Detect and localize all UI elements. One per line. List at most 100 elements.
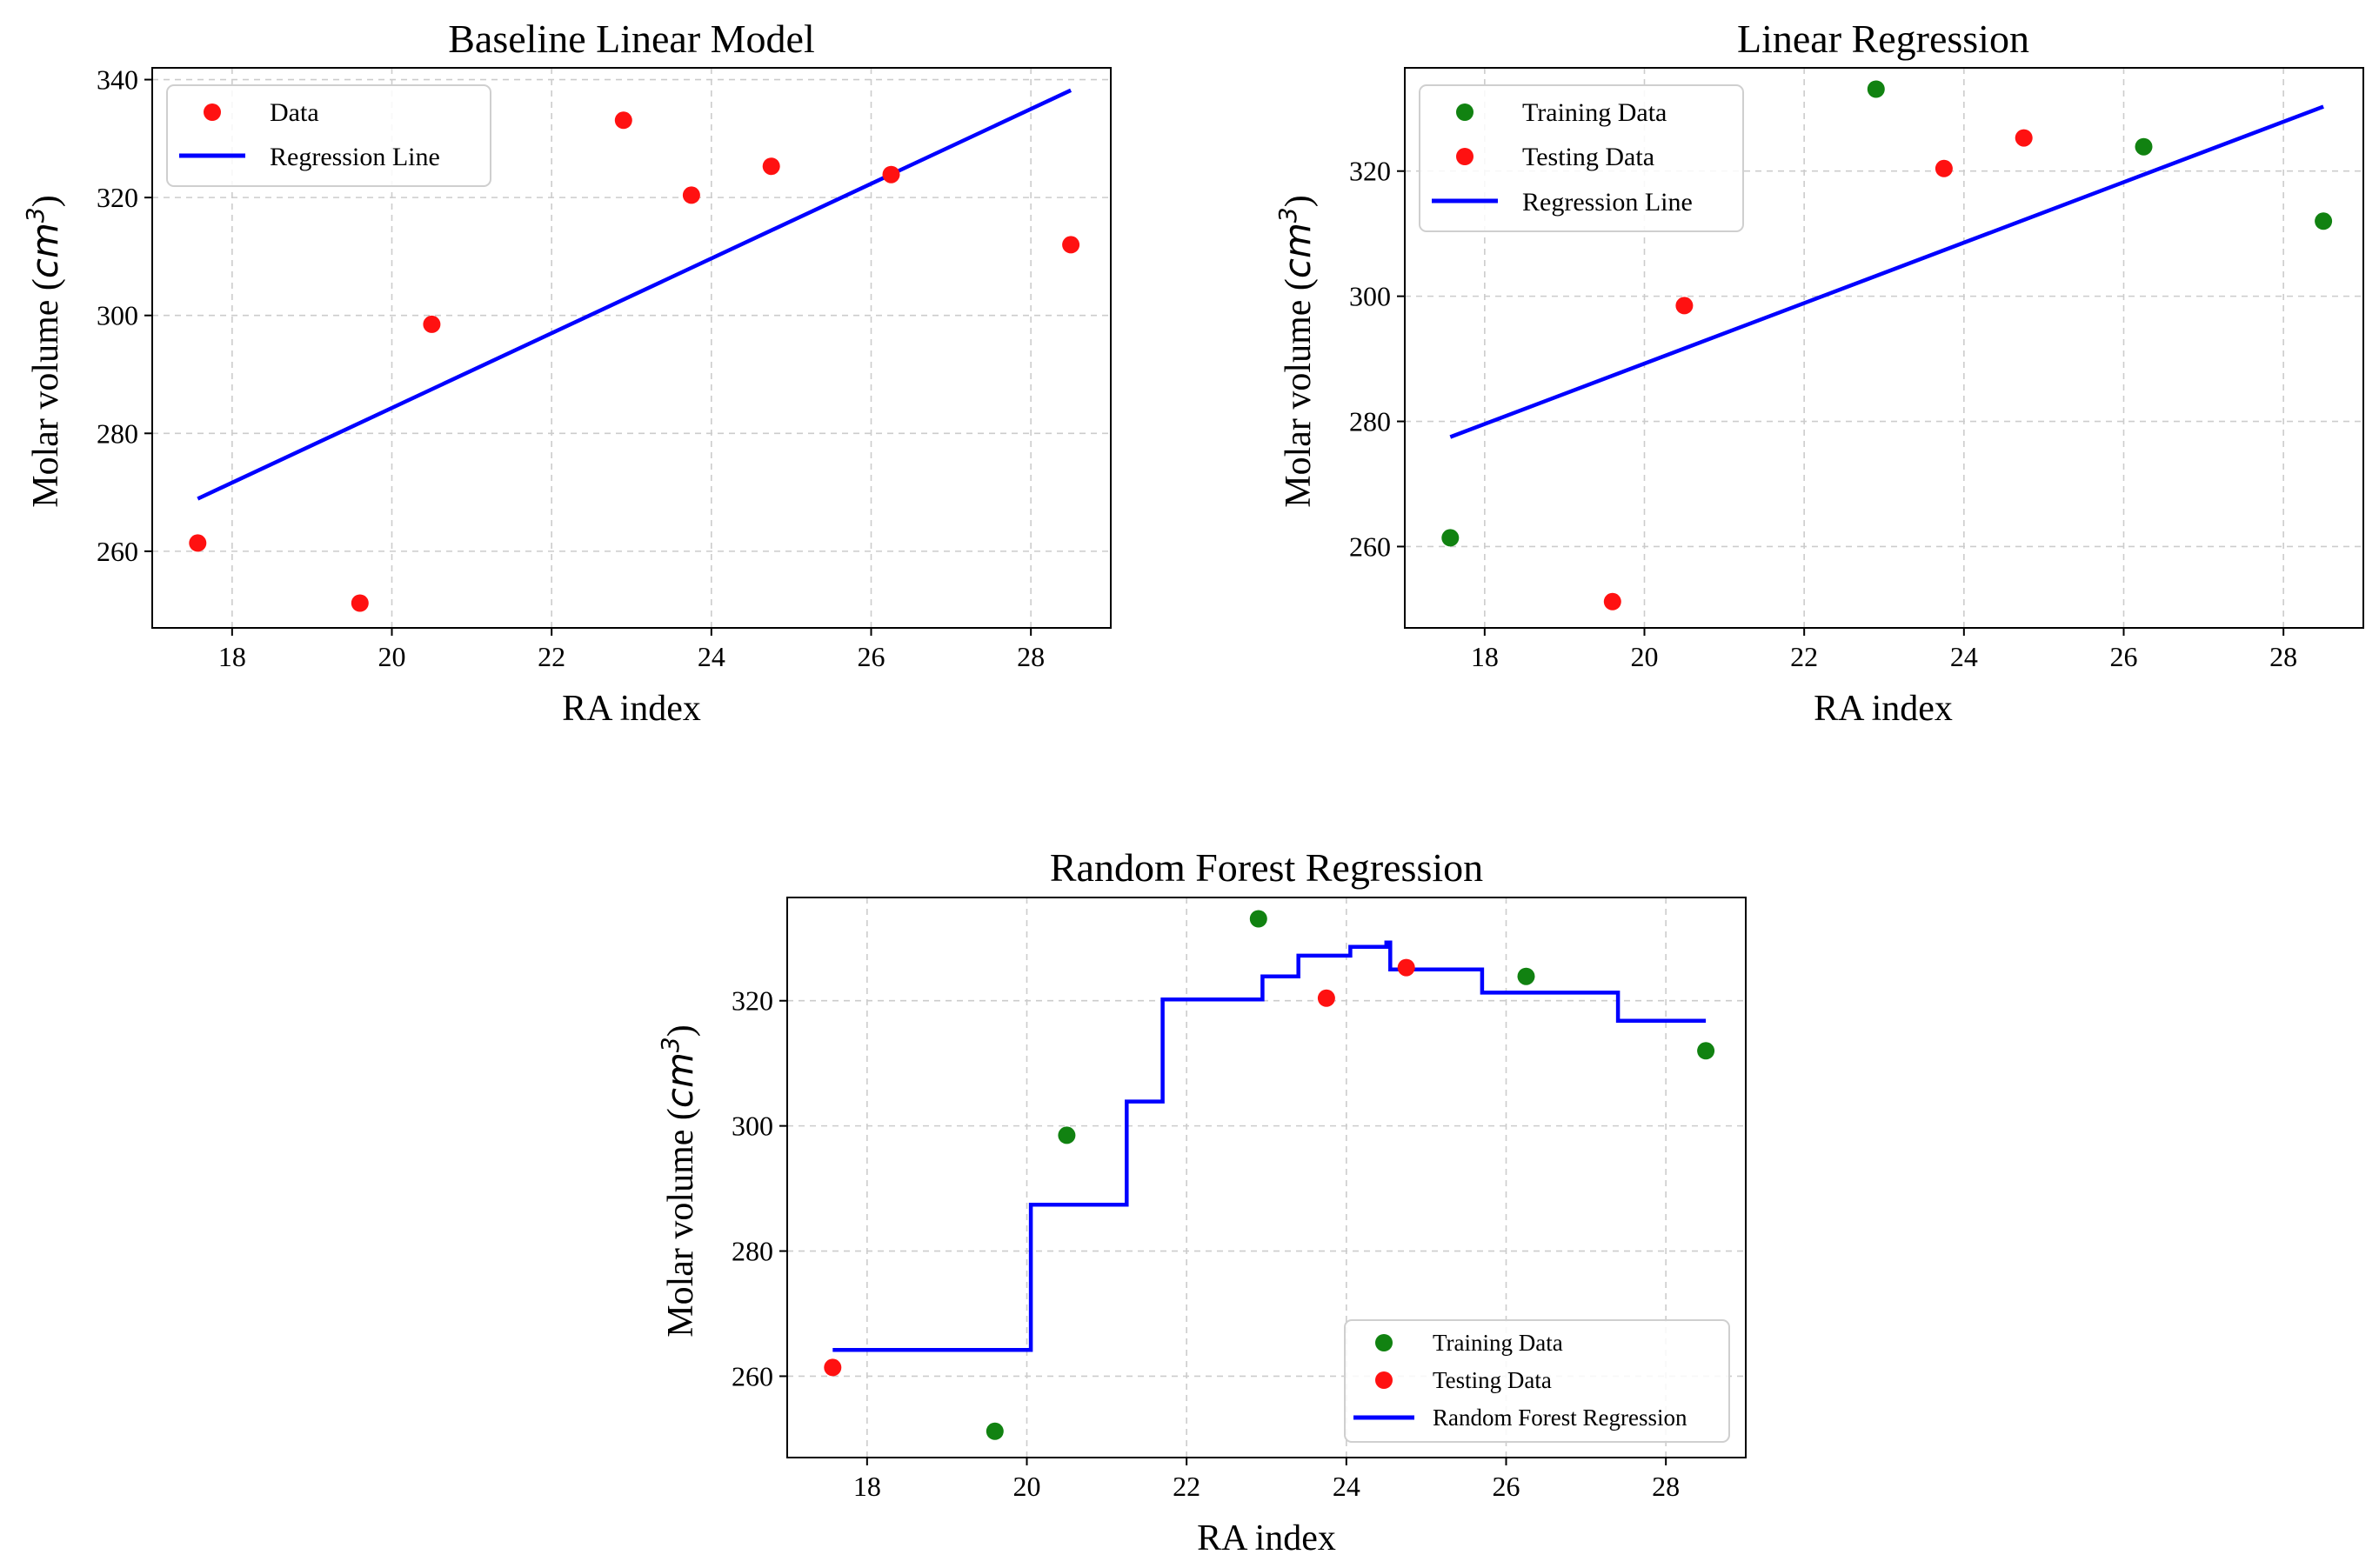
x-tick-label: 28	[1017, 641, 1045, 672]
y-axis-label-close: )	[661, 1024, 701, 1037]
y-axis-label-text: Molar volume (	[661, 1108, 701, 1338]
plot-frame	[151, 67, 1112, 629]
grid	[787, 897, 1746, 1458]
y-tick-label: 300	[732, 1111, 773, 1142]
chart-baseline-linear-model: Baseline Linear Model 18 20 22 24 26 28 260 280…	[21, 17, 1112, 729]
data-point	[1062, 236, 1080, 254]
data-point	[682, 186, 700, 204]
y-axis-label-close: )	[26, 195, 66, 207]
x-tick-label: 18	[1471, 641, 1499, 672]
legend-label-training-data: Training Data	[1433, 1330, 1563, 1356]
testing-data-point	[1935, 159, 1953, 177]
chart-title: Baseline Linear Model	[448, 17, 815, 61]
legend: Data Regression Line	[166, 84, 491, 187]
legend-label-random-forest-regression: Random Forest Regression	[1433, 1405, 1687, 1431]
y-axis-label: Molar volume (cm3)	[21, 195, 66, 507]
legend-box	[1419, 84, 1744, 232]
y-axis-label: Molar volume (cm3)	[656, 1024, 701, 1337]
y-tick-label: 280	[1349, 406, 1391, 437]
y-tick-label: 320	[1349, 156, 1391, 187]
data-point	[351, 594, 369, 612]
data-point	[882, 165, 900, 183]
plot-frame	[1404, 67, 2364, 629]
x-tick-label: 24	[1333, 1471, 1360, 1502]
y-axis-label-unit: cm	[23, 223, 66, 278]
training-data-point	[1441, 529, 1460, 547]
testing-data-point	[1397, 958, 1415, 977]
y-tick-label: 320	[732, 985, 773, 1017]
x-tick-label: 22	[1173, 1471, 1200, 1502]
y-axis-label-close: )	[1279, 195, 1319, 207]
training-data-point	[2315, 212, 2333, 230]
y-tick-label: 280	[732, 1236, 773, 1267]
plot-series	[824, 910, 1715, 1440]
plot-series	[189, 88, 1080, 612]
plot-series	[1441, 80, 2333, 611]
data-point	[189, 534, 207, 552]
x-tick-label: 28	[1652, 1471, 1680, 1502]
x-tick-label: 20	[1013, 1471, 1041, 1502]
legend-label-regression-line: Regression Line	[1522, 188, 1693, 217]
x-axis-label: RA index	[562, 689, 701, 729]
y-tick-label: 260	[732, 1360, 773, 1391]
y-axis-label-exponent: 3	[21, 207, 50, 223]
legend-label-regression-line: Regression Line	[270, 143, 440, 171]
legend-label-training-data: Training Data	[1522, 98, 1667, 127]
y-axis-label-exponent: 3	[656, 1037, 685, 1052]
legend-label-testing-data: Testing Data	[1522, 143, 1654, 171]
testing-data-point	[1603, 592, 1621, 611]
legend-label-testing-data: Testing Data	[1433, 1367, 1552, 1393]
legend-box	[166, 84, 491, 187]
legend-marker-training-data	[1456, 103, 1474, 121]
training-data-point	[1697, 1042, 1715, 1060]
x-tick-label: 28	[2269, 641, 2297, 672]
y-tick-label: 300	[1349, 281, 1391, 312]
x-tick-label: 20	[378, 641, 406, 672]
testing-data-point	[824, 1358, 842, 1377]
training-data-point	[1517, 967, 1535, 985]
chart-title: Linear Regression	[1737, 17, 2029, 61]
y-axis-label-unit: cm	[1276, 223, 1319, 278]
x-axis-label: RA index	[1197, 1518, 1336, 1558]
y-axis-label-text: Molar volume (	[26, 278, 66, 508]
x-tick-label: 26	[2110, 641, 2138, 672]
chart-linear-regression: Linear Regression 18 20 22 24 26 28 260 280 300 3…	[1273, 17, 2364, 729]
y-tick-label: 280	[97, 417, 138, 449]
y-axis-label-text: Molar volume (	[1279, 278, 1319, 508]
legend-marker-data	[204, 103, 221, 121]
training-data-point	[2135, 137, 2153, 156]
y-axis-label-exponent: 3	[1273, 207, 1302, 223]
axis-ticks: 18 20 22 24 26 28 260 280 300 320 340	[97, 64, 1045, 672]
axis-ticks: 18 20 22 24 26 28 260 280 300 320	[1349, 156, 2297, 672]
training-data-point	[1249, 910, 1267, 928]
data-point	[423, 315, 441, 333]
x-tick-label: 26	[1493, 1471, 1520, 1502]
y-tick-label: 300	[97, 300, 138, 331]
y-tick-label: 260	[1349, 530, 1391, 562]
training-data-point	[986, 1422, 1004, 1440]
x-tick-label: 26	[858, 641, 885, 672]
legend-marker-training-data	[1375, 1334, 1393, 1351]
y-tick-label: 320	[97, 182, 138, 213]
x-axis-label: RA index	[1814, 689, 1953, 729]
data-point	[614, 111, 632, 130]
training-data-point	[1058, 1126, 1076, 1144]
testing-data-point	[1317, 989, 1335, 1007]
plot-frame	[786, 897, 1747, 1458]
legend-box	[1344, 1319, 1730, 1443]
legend-marker-testing-data	[1375, 1371, 1393, 1389]
legend-label-data: Data	[270, 98, 319, 127]
regression-line	[197, 88, 1073, 501]
legend-marker-testing-data	[1456, 148, 1474, 165]
y-tick-label: 260	[97, 536, 138, 567]
x-tick-label: 20	[1631, 641, 1659, 672]
x-tick-label: 22	[1790, 641, 1818, 672]
y-tick-label: 340	[97, 64, 138, 96]
regression-line	[1449, 104, 2324, 439]
x-tick-label: 18	[853, 1471, 881, 1502]
x-tick-label: 22	[538, 641, 565, 672]
x-tick-label: 24	[1950, 641, 1978, 672]
x-tick-label: 18	[218, 641, 246, 672]
legend: Training Data Testing Data Random Forest…	[1344, 1319, 1730, 1443]
